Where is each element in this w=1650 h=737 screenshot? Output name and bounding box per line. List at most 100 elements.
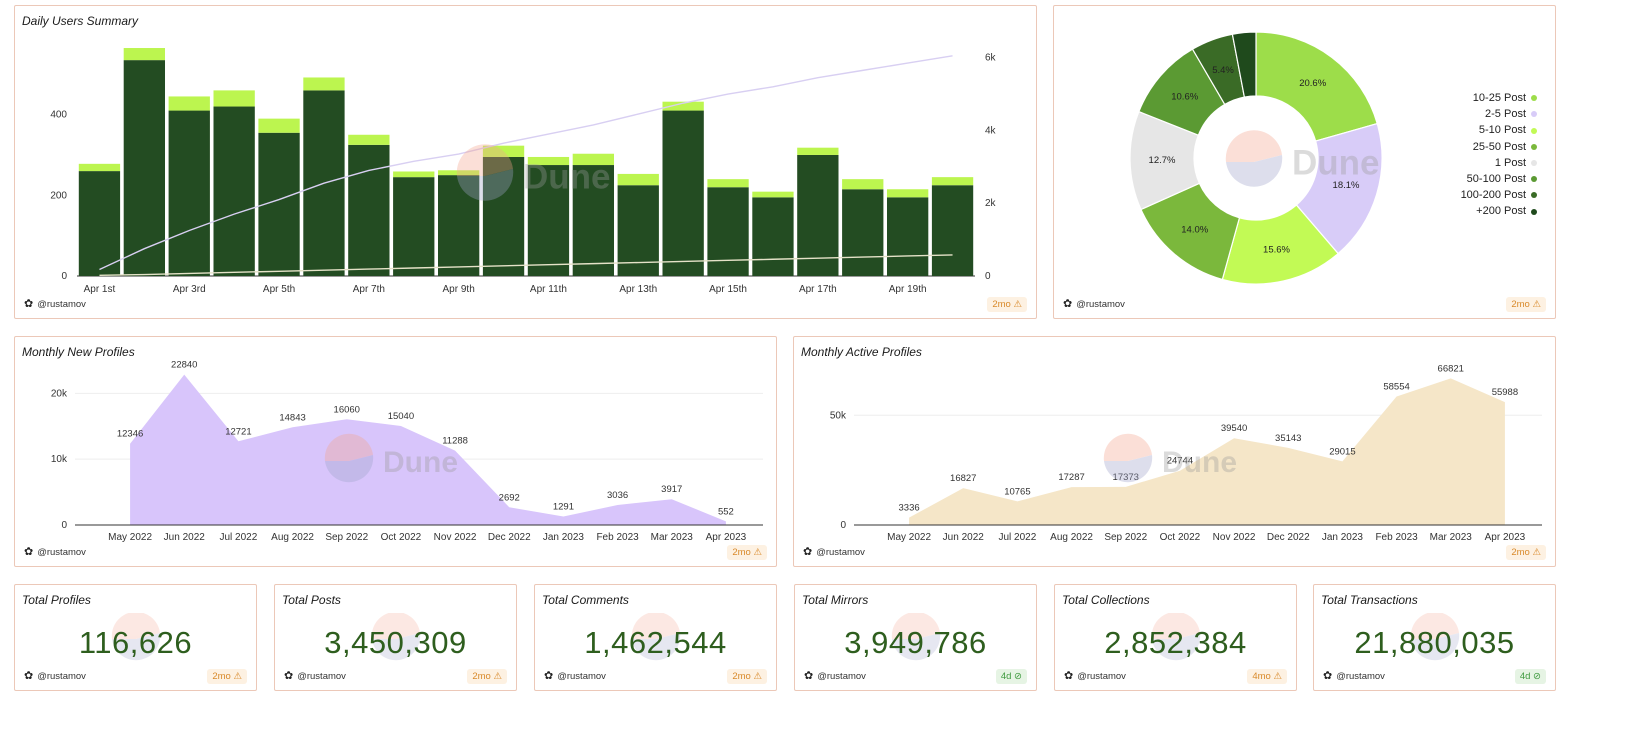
gear-icon: ✿: [803, 546, 813, 558]
author-link[interactable]: ✿ @rustamov: [544, 670, 606, 683]
legend-label: 5-10 Post: [1478, 124, 1526, 137]
x-tick-label: Aug 2022: [271, 532, 314, 543]
bar-base: [527, 165, 570, 276]
author-link[interactable]: ✿ @rustamov: [1063, 298, 1125, 311]
x-tick-label: Dec 2022: [488, 532, 531, 543]
x-tick-label: Feb 2023: [596, 532, 639, 543]
x-tick-label: Apr 1st: [84, 284, 116, 295]
legend-item[interactable]: 25-50 Post: [1461, 139, 1537, 155]
badge-label: 2mo: [472, 671, 491, 682]
bar-base: [348, 144, 390, 276]
warning-icon: ⚠: [1532, 547, 1541, 558]
x-tick-label: Apr 15th: [709, 284, 747, 295]
warning-icon: ⚠: [753, 547, 762, 558]
legend-item[interactable]: 1 Post: [1461, 155, 1537, 171]
data-label: 24744: [1167, 456, 1193, 467]
author-name: @rustamov: [557, 671, 606, 682]
data-label: 11288: [442, 436, 468, 447]
bar-base: [842, 189, 884, 276]
bar-base: [437, 175, 480, 276]
freshness-badge[interactable]: 2mo ⚠: [207, 669, 247, 684]
watermark-logo-bottom: [1410, 633, 1459, 661]
panel-title: Monthly New Profiles: [22, 345, 135, 359]
author-link[interactable]: ✿ @rustamov: [24, 670, 86, 683]
data-label: 55988: [1492, 387, 1518, 398]
legend-item[interactable]: 2-5 Post: [1461, 106, 1537, 122]
x-tick-label: Dec 2022: [1267, 532, 1310, 543]
dune-watermark: [891, 613, 940, 661]
area-fill: [909, 378, 1505, 525]
pie-slice-label: 18.1%: [1333, 180, 1360, 191]
data-label: 66821: [1438, 363, 1464, 374]
freshness-badge[interactable]: 4d ⊘: [995, 669, 1027, 684]
bar-base: [752, 197, 794, 276]
bar-top: [572, 153, 615, 166]
bar-top: [258, 118, 300, 133]
legend-item[interactable]: 100-200 Post: [1461, 187, 1537, 203]
pie-slice-label: 15.6%: [1263, 245, 1290, 256]
x-tick-label: Apr 13th: [619, 284, 657, 295]
monthly-new-profiles-panel: Monthly New Profiles 0 10k 20k 12346 22840 12…: [14, 336, 777, 567]
badge-label: 2mo: [212, 671, 231, 682]
author-name: @rustamov: [1336, 671, 1385, 682]
dune-watermark: [631, 613, 680, 661]
data-label: 16827: [950, 473, 976, 484]
data-label: 3336: [899, 503, 920, 514]
data-label: 12721: [225, 426, 251, 437]
freshness-badge[interactable]: 2mo ⚠: [987, 297, 1027, 312]
x-tick-label: Jun 2022: [943, 532, 985, 543]
watermark-text: Dune: [523, 158, 611, 197]
freshness-badge[interactable]: 2mo ⚠: [467, 669, 507, 684]
bar-top: [842, 179, 884, 190]
watermark-logo-bottom: [631, 633, 680, 661]
author-link[interactable]: ✿ @rustamov: [284, 671, 346, 683]
author-link[interactable]: ✿ @rustamov: [1064, 671, 1126, 683]
watermark-logo-top: [324, 433, 373, 461]
y2-tick-label: 6k: [985, 53, 997, 64]
stat-title: Total Collections: [1062, 593, 1150, 607]
author-link[interactable]: ✿ @rustamov: [804, 671, 866, 683]
x-tick-label: Apr 19th: [889, 284, 927, 295]
pie-slice-label: 10.6%: [1171, 92, 1198, 103]
stat-value: 1,462,544: [584, 625, 727, 660]
author-link[interactable]: ✿ @rustamov: [803, 546, 865, 559]
badge-label: 4d: [1000, 671, 1012, 682]
legend-item[interactable]: 50-100 Post: [1461, 171, 1537, 187]
freshness-badge[interactable]: 2mo ⚠: [1506, 545, 1546, 560]
author-link[interactable]: ✿ @rustamov: [24, 546, 86, 559]
y-tick-label: 0: [61, 520, 67, 531]
data-label: 1291: [553, 502, 574, 513]
bar-top: [797, 147, 839, 155]
watermark-logo-top: [1103, 433, 1152, 461]
warning-icon: ⚠: [753, 671, 762, 682]
freshness-badge[interactable]: 4d ⊘: [1514, 669, 1546, 684]
freshness-badge[interactable]: 4mo ⚠: [1247, 669, 1287, 684]
posts-distribution-pie: 20.6% 18.1% 15.6% 14.0% 12.7% 10.6% 5.4% Dune: [1129, 31, 1383, 285]
legend-item[interactable]: +200 Post: [1461, 203, 1537, 219]
gear-icon: ✿: [544, 670, 554, 682]
x-tick-label: Nov 2022: [1213, 532, 1256, 543]
data-label: 12346: [117, 429, 143, 440]
gear-icon: ✿: [24, 670, 34, 682]
author-link[interactable]: ✿ @rustamov: [24, 298, 86, 311]
bar-base: [168, 110, 210, 276]
legend-dot-icon: [1531, 127, 1537, 134]
bar-top: [303, 77, 345, 91]
y-tick-label: 200: [50, 190, 67, 201]
freshness-badge[interactable]: 2mo ⚠: [1506, 297, 1546, 312]
bar-top: [707, 179, 749, 188]
badge-label: 2mo: [732, 671, 751, 682]
freshness-badge[interactable]: 2mo ⚠: [727, 669, 767, 684]
x-tick-label: Mar 2023: [1430, 532, 1473, 543]
author-link[interactable]: ✿ @rustamov: [1323, 671, 1385, 683]
stat-value: 2,852,384: [1104, 625, 1247, 660]
panel-title: Monthly Active Profiles: [801, 345, 922, 359]
legend-item[interactable]: 5-10 Post: [1461, 122, 1537, 138]
legend-item[interactable]: 10-25 Post: [1461, 90, 1537, 106]
dune-watermark: Dune: [456, 144, 611, 201]
bar-top: [168, 96, 210, 111]
freshness-badge[interactable]: 2mo ⚠: [727, 545, 767, 560]
monthly-active-profiles-chart: 0 50k 3336 16827 10765 17287 17373 24744 39540 35…: [830, 363, 1542, 543]
daily-users-panel: Daily Users Summary 0 200 400 0 2k 4k 6k Apr 1s…: [14, 5, 1037, 319]
x-tick-label: Jul 2022: [999, 532, 1037, 543]
